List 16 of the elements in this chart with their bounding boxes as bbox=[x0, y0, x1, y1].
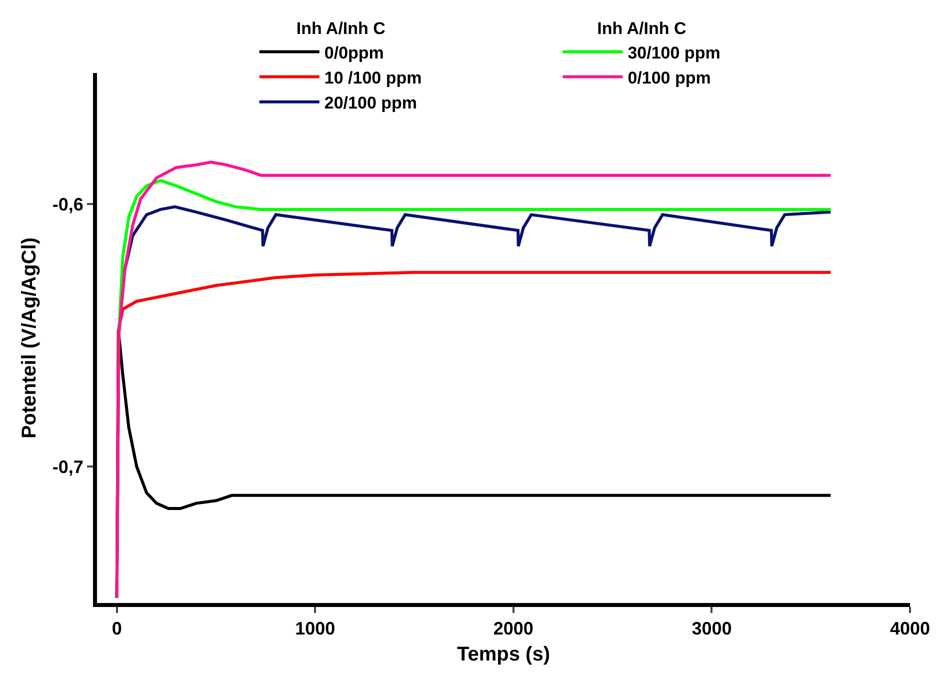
x-axis-title: Temps (s) bbox=[457, 644, 550, 666]
x-tick-label: 2000 bbox=[493, 618, 534, 639]
legend-title: Inh A/Inh C bbox=[296, 19, 386, 38]
y-axis-title: Potenteil (V/Ag/AgCl) bbox=[18, 237, 40, 439]
legend-label: 0/100 ppm bbox=[628, 68, 711, 88]
x-tick-label: 1000 bbox=[295, 618, 336, 639]
x-tick-label: 4000 bbox=[890, 618, 930, 639]
legend-label: 10 /100 ppm bbox=[324, 68, 422, 88]
legend-label: 20/100 ppm bbox=[324, 94, 418, 113]
text: Inh A/Inh C bbox=[597, 19, 686, 38]
legend-label: 0/0ppm bbox=[324, 43, 384, 62]
y-tick-label: -0,6 bbox=[52, 194, 84, 214]
y-tick-label: -0,7 bbox=[52, 456, 84, 477]
legend-label: 30/100 ppm bbox=[628, 43, 720, 62]
x-tick-label: 3000 bbox=[692, 618, 732, 639]
x-tick-label: 0 bbox=[112, 618, 122, 639]
